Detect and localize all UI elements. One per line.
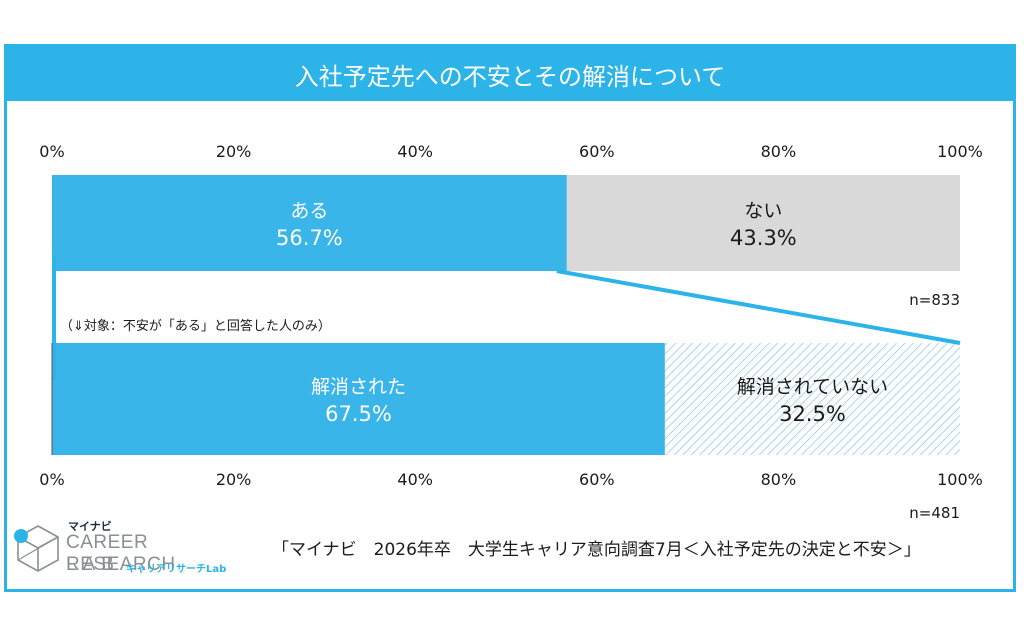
bar-segment: [52, 175, 567, 271]
tick-label: 60%: [579, 470, 615, 489]
data-label: 67.5%: [325, 402, 392, 426]
bar-segment: [52, 343, 665, 455]
logo-line1: CAREER RESEARCH: [66, 532, 176, 575]
tick-label: 0%: [39, 142, 64, 161]
sample-size: n=481: [909, 504, 960, 522]
logo: マイナビ CAREER RESEARCH LAB キャリアリサーチLab: [12, 518, 242, 578]
subset-note: （⇓対象：不安が「ある」と回答した人のみ）: [60, 318, 331, 334]
tick-label: 60%: [579, 142, 615, 161]
logo-subtitle: キャリアリサーチLab: [126, 564, 227, 575]
logo-line2: LAB: [66, 554, 120, 575]
tick-label: 20%: [216, 470, 252, 489]
segment-label: 解消された: [311, 376, 406, 398]
tick-label: 40%: [397, 142, 433, 161]
logo-cube-icon: [14, 525, 59, 572]
segment-label: ある: [290, 200, 328, 222]
sample-size: n=833: [909, 291, 960, 309]
tick-label: 100%: [937, 470, 983, 489]
tick-label: 100%: [937, 142, 983, 161]
tick-label: 80%: [761, 470, 797, 489]
tick-label: 0%: [39, 470, 64, 489]
data-label: 32.5%: [779, 402, 846, 426]
chart-title: 入社予定先への不安とその解消について: [7, 47, 1013, 101]
logo-brand: マイナビ: [68, 520, 112, 533]
tick-label: 80%: [761, 142, 797, 161]
data-label: 43.3%: [730, 226, 797, 250]
tick-label: 40%: [397, 470, 433, 489]
segment-label: 解消されていない: [737, 376, 888, 398]
data-label: 56.7%: [276, 226, 343, 250]
bar-segment: [566, 175, 960, 271]
tick-label: 20%: [216, 142, 252, 161]
bar-segment: [664, 343, 960, 455]
chart-frame: 入社予定先への不安とその解消について: [4, 44, 1016, 592]
connector-line: [556, 269, 961, 345]
segment-label: ない: [744, 200, 782, 222]
source-note: 「マイナビ 2026年卒 大学生キャリア意向調査7月＜入社予定先の決定と不安＞」: [272, 540, 921, 560]
